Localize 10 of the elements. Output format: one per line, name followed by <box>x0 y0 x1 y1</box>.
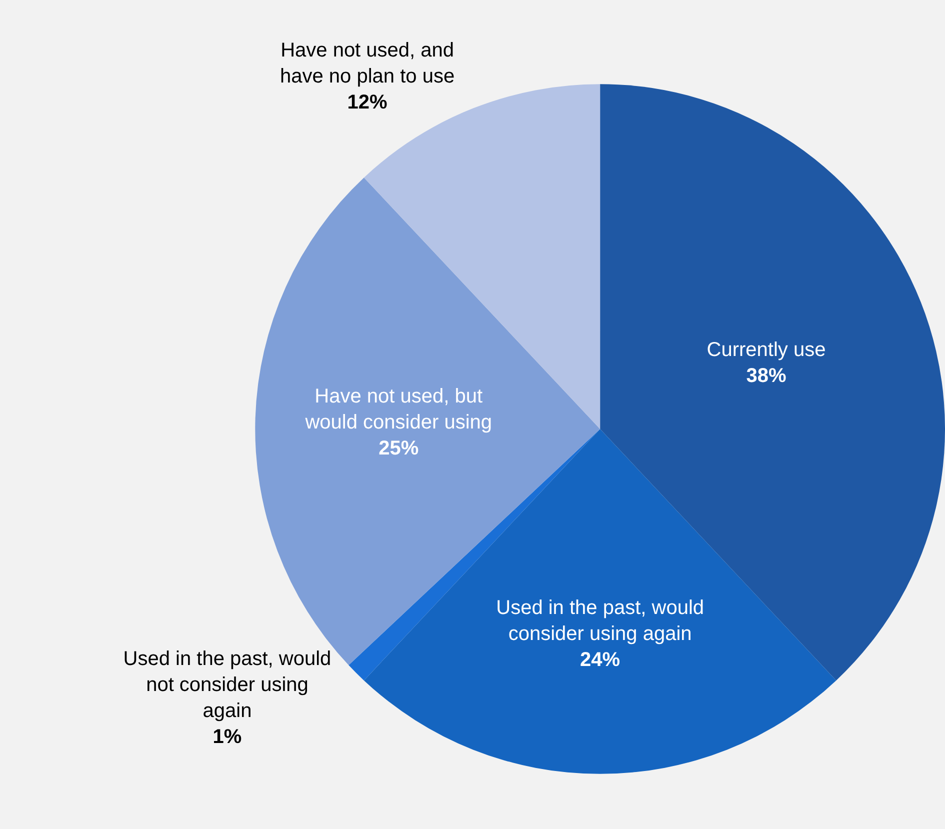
slice-label: Used in the past, would consider using again <box>496 596 704 645</box>
slice-label: Used in the past, would not consider using again <box>123 648 332 722</box>
data-label: 12% <box>347 91 388 114</box>
slice-label: Currently use <box>706 339 826 362</box>
data-label: 24% <box>580 648 620 671</box>
data-label: 25% <box>378 438 419 460</box>
slice-label: Have not used, but would consider using <box>304 386 492 434</box>
data-label: 38% <box>746 365 786 388</box>
slice-label: Have not used, and have no plan to use <box>280 39 455 88</box>
data-label: 1% <box>212 726 242 748</box>
